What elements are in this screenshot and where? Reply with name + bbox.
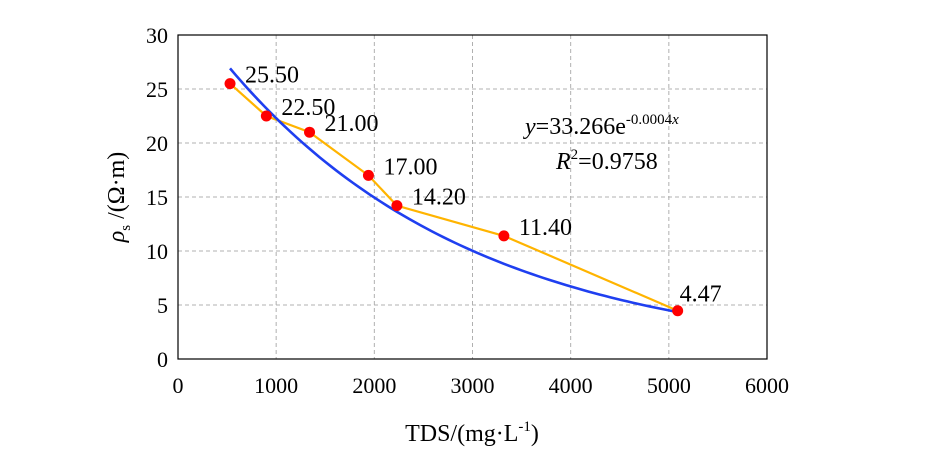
data-label-5: 11.40 xyxy=(519,215,572,241)
x-axis-title-end: ) xyxy=(531,421,539,447)
data-label-3: 17.00 xyxy=(383,154,437,180)
y-tick-label: 20 xyxy=(146,131,168,156)
data-point-2 xyxy=(304,126,316,138)
data-label-2: 21.00 xyxy=(325,111,379,137)
y-tick-label: 25 xyxy=(146,77,168,102)
eq-exponent: -0.0004 xyxy=(626,112,673,128)
plot-frame xyxy=(177,34,768,360)
y-axis-ticks: 0 5 10 15 20 25 30 xyxy=(146,23,168,372)
x-axis-title-sup: -1 xyxy=(518,419,531,435)
data-points xyxy=(224,78,684,317)
data-label-1: 22.50 xyxy=(281,95,335,121)
y-tick-label: 5 xyxy=(157,293,168,318)
x-tick-label: 2000 xyxy=(352,373,396,398)
x-tick-label: 4000 xyxy=(549,373,593,398)
x-tick-label: 0 xyxy=(173,373,184,398)
data-point-3 xyxy=(362,169,374,181)
x-tick-label: 1000 xyxy=(254,373,298,398)
r-sup: 2 xyxy=(571,147,579,163)
data-label-6: 4.47 xyxy=(680,282,722,308)
y-tick-label: 15 xyxy=(146,185,168,210)
data-point-0 xyxy=(224,78,236,90)
data-point-1 xyxy=(260,110,272,122)
x-axis-title: TDS/(mg·L-1) xyxy=(405,419,539,447)
eq-exponent-var: x xyxy=(671,112,679,128)
data-label-0: 25.50 xyxy=(245,63,299,89)
y-tick-label: 10 xyxy=(146,239,168,264)
eq-body: =33.266e xyxy=(536,114,626,140)
x-axis-title-main: TDS/(mg·L xyxy=(405,421,518,447)
fit-equation: y=33.266e-0.0004x xyxy=(523,112,679,140)
x-tick-label: 5000 xyxy=(647,373,691,398)
y-axis-subscript: s xyxy=(118,225,134,231)
y-tick-label: 0 xyxy=(157,347,168,372)
y-tick-label: 30 xyxy=(146,23,168,48)
y-axis-symbol: ρ xyxy=(104,231,130,244)
r-var: R xyxy=(555,149,571,175)
data-point-5 xyxy=(498,230,510,242)
x-tick-label: 3000 xyxy=(451,373,495,398)
y-axis-unit: /(Ω·m) xyxy=(104,152,130,225)
x-axis-ticks: 0 1000 2000 3000 4000 5000 6000 xyxy=(173,373,790,398)
data-label-4: 14.20 xyxy=(412,185,466,211)
r-value: =0.9758 xyxy=(578,149,658,175)
fit-curve xyxy=(229,67,678,314)
r-squared: R2=0.9758 xyxy=(555,147,658,175)
grid xyxy=(178,35,767,359)
x-tick-label: 6000 xyxy=(745,373,789,398)
data-point-4 xyxy=(391,200,403,212)
data-point-6 xyxy=(672,305,684,317)
eq-y-var: y xyxy=(523,114,536,140)
y-axis-title: ρs /(Ω·m) xyxy=(104,152,134,244)
